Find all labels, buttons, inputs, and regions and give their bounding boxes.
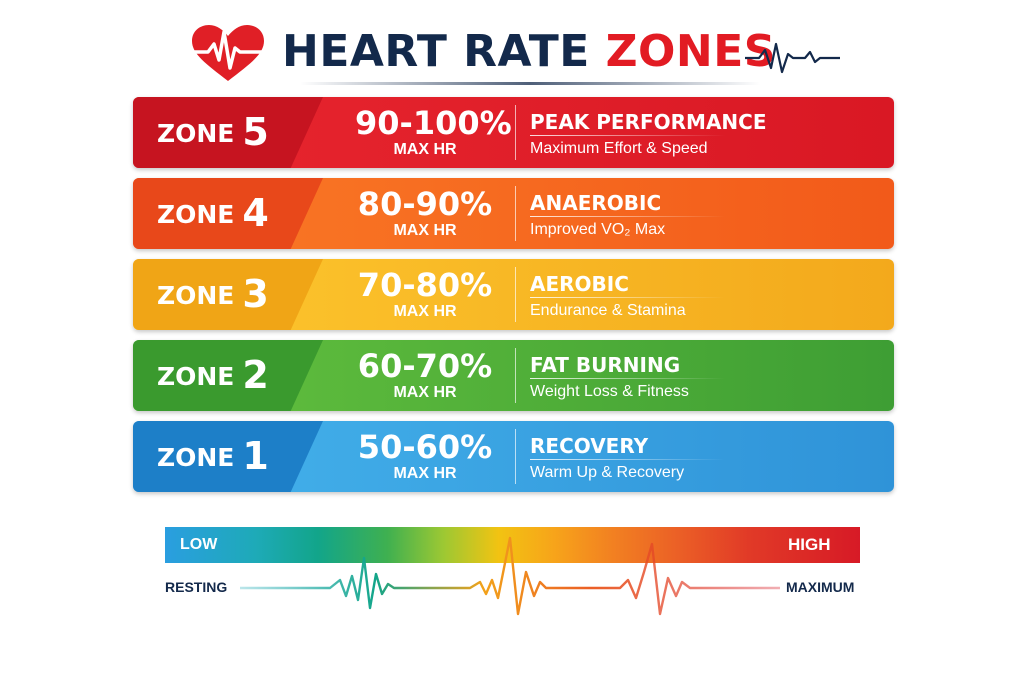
zone-2-row: ZONE 2 60-70% MAX HR FAT BURNING Weight L… [133, 340, 894, 411]
scale-low-label: LOW [180, 536, 218, 553]
zone-1-label: ZONE 1 [157, 421, 269, 492]
title-zones: ZONES [605, 26, 776, 77]
scale-maximum-label: MAXIMUM [786, 579, 855, 595]
zone-name-underline [530, 378, 725, 379]
zone-name-underline [530, 135, 725, 136]
zones-list: ZONE 5 90-100% MAX HR PEAK PERFORMANCE Ma… [133, 97, 894, 502]
zone-word: ZONE [157, 119, 235, 148]
title-heart-rate: HEART RATE [282, 26, 590, 77]
zone-1-label-panel [133, 421, 323, 492]
ecg-pulse-icon [745, 42, 840, 74]
header: HEART RATE ZONES [0, 18, 1024, 88]
zone-4-description: Improved VO₂ Max [530, 221, 666, 238]
zone-name-underline [530, 216, 725, 217]
zone-divider [515, 348, 516, 403]
ecg-line-icon [240, 536, 780, 616]
zone-number: 1 [242, 434, 269, 478]
zone-word: ZONE [157, 200, 235, 229]
zone-2-basis: MAX HR [393, 384, 457, 401]
zone-5-name: PEAK PERFORMANCE [530, 110, 767, 134]
scale-high-label: HIGH [788, 535, 831, 554]
zone-5-label: ZONE 5 [157, 97, 269, 168]
zone-number: 4 [242, 191, 269, 235]
zone-2-name: FAT BURNING [530, 353, 681, 377]
zone-5-label-panel [133, 97, 323, 168]
zone-2-label: ZONE 2 [157, 340, 269, 411]
zone-2-range: 60-70% [357, 347, 493, 385]
zone-word: ZONE [157, 362, 235, 391]
zone-3-label-panel [133, 259, 323, 330]
zone-3-range: 70-80% [357, 266, 493, 304]
zone-1-range: 50-60% [357, 428, 493, 466]
zone-name-underline [530, 459, 725, 460]
zone-1-basis: MAX HR [393, 465, 457, 482]
zone-divider [515, 105, 516, 160]
zone-3-basis: MAX HR [393, 303, 457, 320]
zone-4-basis: MAX HR [393, 222, 457, 239]
zone-divider [515, 186, 516, 241]
zone-4-row: ZONE 4 80-90% MAX HR ANAEROBIC Improved V… [133, 178, 894, 249]
zone-1-description: Warm Up & Recovery [530, 464, 685, 481]
zone-number: 5 [242, 110, 269, 154]
zone-1-row: ZONE 1 50-60% MAX HR RECOVERY Warm Up & R… [133, 421, 894, 492]
zone-2-description: Weight Loss & Fitness [530, 383, 689, 400]
page-title: HEART RATE ZONES [282, 26, 776, 78]
zone-5-description: Maximum Effort & Speed [530, 140, 708, 157]
title-underline [300, 82, 760, 85]
zone-5-basis: MAX HR [393, 141, 457, 158]
zone-number: 2 [242, 353, 269, 397]
zone-4-range: 80-90% [357, 185, 493, 223]
zone-2-label-panel [133, 340, 323, 411]
zone-4-label-panel [133, 178, 323, 249]
zone-3-row: ZONE 3 70-80% MAX HR AEROBIC Endurance & … [133, 259, 894, 330]
zone-3-description: Endurance & Stamina [530, 302, 686, 319]
zone-3-label: ZONE 3 [157, 259, 269, 330]
zone-5-range: 90-100% [355, 104, 512, 142]
zone-number: 3 [242, 272, 269, 316]
zone-divider [515, 429, 516, 484]
zone-word: ZONE [157, 443, 235, 472]
zone-3-name: AEROBIC [530, 272, 629, 296]
zone-5-row: ZONE 5 90-100% MAX HR PEAK PERFORMANCE Ma… [133, 97, 894, 168]
zone-1-name: RECOVERY [530, 434, 649, 458]
scale-resting-label: RESTING [165, 579, 228, 595]
zone-divider [515, 267, 516, 322]
zone-4-label: ZONE 4 [157, 178, 269, 249]
zone-word: ZONE [157, 281, 235, 310]
heart-pulse-icon [188, 25, 268, 81]
intensity-scale: LOW HIGH RESTING MAXIMUM [0, 510, 1024, 630]
zone-name-underline [530, 297, 725, 298]
zone-4-name: ANAEROBIC [530, 191, 662, 215]
